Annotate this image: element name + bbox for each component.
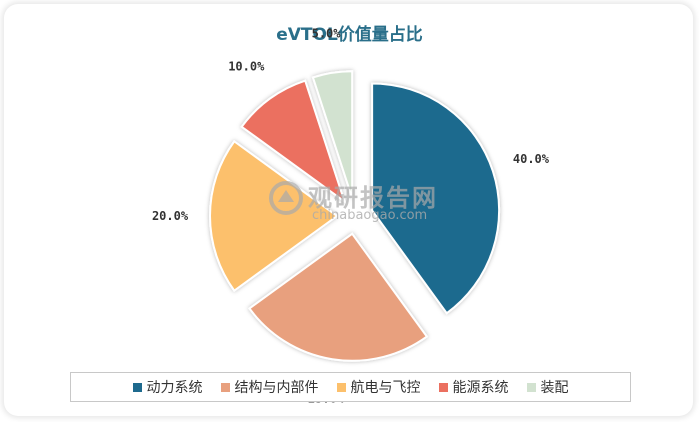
watermark-logo-icon — [269, 181, 303, 215]
legend-swatch-3 — [336, 382, 346, 392]
pie-slice-2 — [248, 232, 429, 362]
watermark-url: chinabaogao.com — [312, 208, 428, 223]
legend-swatch-2 — [220, 382, 230, 392]
pie-slice-1 — [371, 82, 501, 315]
data-label-5: 5.0% — [312, 26, 342, 40]
legend-label-2: 结构与内部件 — [234, 380, 319, 396]
data-label-3: 20.0% — [152, 209, 189, 223]
pie-slice-3 — [209, 139, 339, 293]
legend-label-1: 动力系统 — [146, 380, 203, 396]
legend-label-5: 装配 — [540, 380, 569, 396]
legend-label-4: 能源系统 — [452, 380, 509, 396]
legend-swatch-1 — [132, 382, 142, 392]
legend: 动力系统 结构与内部件 航电与飞控 能源系统 装配 — [70, 372, 631, 402]
legend-swatch-5 — [526, 382, 536, 392]
pie-slice-5 — [311, 70, 354, 199]
pie-slice-4 — [240, 79, 347, 205]
watermark-text: 观研报告网 — [308, 184, 438, 212]
legend-label-3: 航电与飞控 — [350, 380, 421, 396]
legend-item-4: 能源系统 — [438, 377, 509, 397]
legend-item-3: 航电与飞控 — [336, 377, 421, 397]
chart-title: eVTOL价值量占比 — [276, 25, 423, 45]
legend-item-1: 动力系统 — [132, 377, 203, 397]
legend-item-2: 结构与内部件 — [220, 377, 319, 397]
watermark: 观研报告网 chinabaogao.com — [268, 176, 448, 226]
data-label-4: 10.0% — [228, 59, 265, 73]
legend-item-5: 装配 — [526, 377, 569, 397]
legend-swatch-4 — [438, 382, 448, 392]
data-label-1: 40.0% — [513, 152, 550, 166]
